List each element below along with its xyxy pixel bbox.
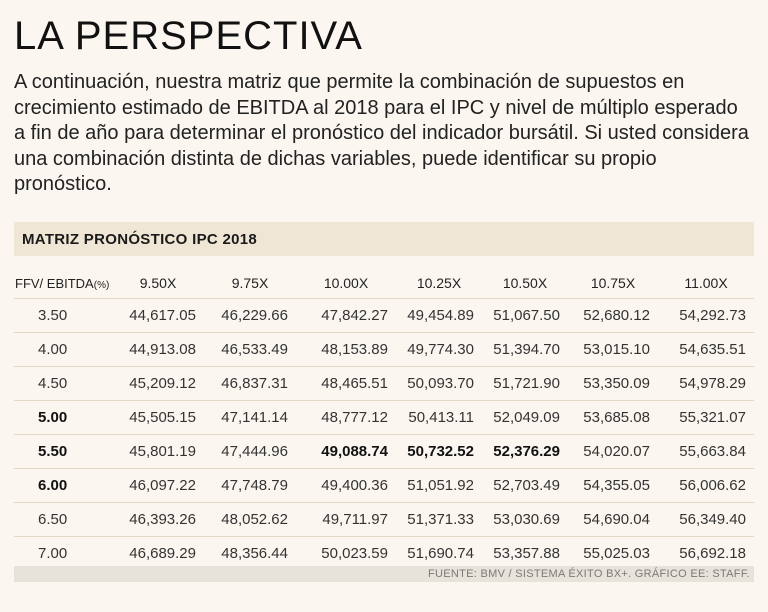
matrix-header-bar: MATRIZ PRONÓSTICO IPC 2018 — [14, 222, 754, 256]
row-label: 6.50 — [14, 502, 112, 537]
table-cell: 45,209.12 — [112, 366, 204, 401]
table-cell: 51,721.90 — [482, 366, 568, 401]
table-cell: 49,774.30 — [396, 332, 482, 367]
table-cell: 48,777.12 — [296, 400, 396, 435]
table-row: 4.50 45,209.12 46,837.31 48,465.51 50,09… — [14, 366, 754, 401]
column-header: 9.50X — [139, 275, 177, 291]
table-cell: 51,690.74 — [396, 536, 482, 570]
row-label: 4.00 — [14, 332, 112, 367]
table-row: 5.00 45,505.15 47,141.14 48,777.12 50,41… — [14, 400, 754, 435]
table-row: 3.50 44,617.05 46,229.66 47,842.27 49,45… — [14, 298, 754, 333]
table-cell: 56,006.62 — [658, 468, 754, 503]
table-cell: 53,685.08 — [568, 400, 658, 435]
table-cell: 54,635.51 — [658, 332, 754, 367]
row-label: 3.50 — [14, 298, 112, 333]
table-cell: 51,051.92 — [396, 468, 482, 503]
table-row: 7.00 46,689.29 48,356.44 50,023.59 51,69… — [14, 536, 754, 570]
table-cell: 50,023.59 — [296, 536, 396, 570]
table-cell: 49,454.89 — [396, 298, 482, 333]
column-header: 9.75X — [231, 275, 269, 291]
table-cell: 52,049.09 — [482, 400, 568, 435]
table-cell: 55,025.03 — [568, 536, 658, 570]
source-footer: FUENTE: BMV / SISTEMA ÉXITO BX+. GRÁFICO… — [14, 566, 754, 582]
table-cell: 53,350.09 — [568, 366, 658, 401]
table-cell: 44,617.05 — [112, 298, 204, 333]
table-cell: 49,711.97 — [296, 502, 396, 537]
table-cell: 46,229.66 — [204, 298, 296, 333]
table-cell: 46,097.22 — [112, 468, 204, 503]
table-row: 6.50 46,393.26 48,052.62 49,711.97 51,37… — [14, 502, 754, 537]
column-header: 10.75X — [590, 275, 636, 291]
table-cell: 45,505.15 — [112, 400, 204, 435]
table-cell: 52,680.12 — [568, 298, 658, 333]
table-row: 6.00 46,097.22 47,748.79 49,400.36 51,05… — [14, 468, 754, 503]
highlighted-cell: 50,732.52 — [396, 434, 482, 469]
table-cell: 48,153.89 — [296, 332, 396, 367]
table-cell: 48,052.62 — [204, 502, 296, 537]
table-cell: 55,321.07 — [658, 400, 754, 435]
column-header: 10.50X — [502, 275, 548, 291]
table-cell: 48,356.44 — [204, 536, 296, 570]
table-cell: 53,030.69 — [482, 502, 568, 537]
table-row: 4.00 44,913.08 46,533.49 48,153.89 49,77… — [14, 332, 754, 367]
row-label: 6.00 — [14, 468, 112, 503]
table-cell: 49,400.36 — [296, 468, 396, 503]
corner-unit: (%) — [93, 279, 110, 291]
row-label: 7.00 — [14, 536, 112, 570]
matrix-title: MATRIZ PRONÓSTICO IPC 2018 — [22, 230, 258, 248]
table-cell: 46,837.31 — [204, 366, 296, 401]
table-cell: 51,394.70 — [482, 332, 568, 367]
table-cell: 53,015.10 — [568, 332, 658, 367]
source-text: FUENTE: BMV / SISTEMA ÉXITO BX+. GRÁFICO… — [427, 568, 750, 580]
table-cell: 50,093.70 — [396, 366, 482, 401]
table-cell: 45,801.19 — [112, 434, 204, 469]
table-cell: 46,533.49 — [204, 332, 296, 367]
table-cell: 56,349.40 — [658, 502, 754, 537]
column-header-row: FFV/ EBITDA(%) 9.50X 9.75X 10.00X 10.25X… — [14, 268, 754, 299]
page-title: LA PERSPECTIVA — [14, 14, 363, 58]
table-cell: 47,141.14 — [204, 400, 296, 435]
table-cell: 52,703.49 — [482, 468, 568, 503]
table-cell: 53,357.88 — [482, 536, 568, 570]
table-cell: 46,689.29 — [112, 536, 204, 570]
table-cell: 46,393.26 — [112, 502, 204, 537]
table-cell: 47,842.27 — [296, 298, 396, 333]
table-cell: 55,663.84 — [658, 434, 754, 469]
highlighted-cell: 49,088.74 — [296, 434, 396, 469]
table-cell: 47,444.96 — [204, 434, 296, 469]
table-cell: 51,371.33 — [396, 502, 482, 537]
table-cell: 44,913.08 — [112, 332, 204, 367]
table-cell: 54,355.05 — [568, 468, 658, 503]
table-cell: 47,748.79 — [204, 468, 296, 503]
table-cell: 54,020.07 — [568, 434, 658, 469]
corner-label-text: FFV/ EBITDA — [15, 275, 94, 291]
column-header: 10.00X — [323, 275, 369, 291]
table-cell: 54,690.04 — [568, 502, 658, 537]
row-label: 5.50 — [14, 434, 112, 469]
intro-paragraph: A continuación, nuestra matriz que permi… — [14, 71, 749, 195]
table-cell: 50,413.11 — [396, 400, 482, 435]
forecast-matrix-table: FFV/ EBITDA(%) 9.50X 9.75X 10.00X 10.25X… — [14, 268, 754, 570]
table-row: 5.50 45,801.19 47,444.96 49,088.74 50,73… — [14, 434, 754, 469]
column-header: 10.25X — [416, 275, 462, 291]
table-cell: 51,067.50 — [482, 298, 568, 333]
table-cell: 48,465.51 — [296, 366, 396, 401]
table-cell: 54,978.29 — [658, 366, 754, 401]
row-label: 4.50 — [14, 366, 112, 401]
table-cell: 54,292.73 — [658, 298, 754, 333]
highlighted-cell: 52,376.29 — [482, 434, 568, 469]
table-cell: 56,692.18 — [658, 536, 754, 570]
row-label: 5.00 — [14, 400, 112, 435]
column-header: 11.00X — [684, 275, 728, 291]
corner-label: FFV/ EBITDA(%) — [14, 268, 112, 299]
